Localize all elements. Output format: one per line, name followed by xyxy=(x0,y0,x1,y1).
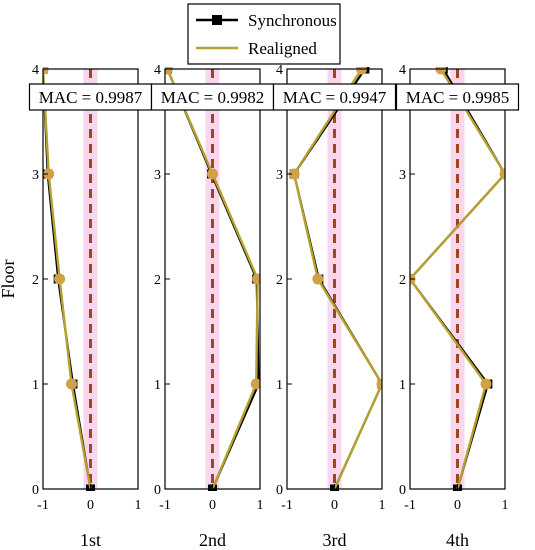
mac-label: MAC = 0.9987 xyxy=(39,88,143,107)
realigned-marker xyxy=(250,378,260,390)
legend-label-2: Realigned xyxy=(248,39,317,58)
y-tick-label: 4 xyxy=(399,63,406,78)
y-tick-label: 4 xyxy=(276,63,283,78)
panel-xlabel: 1st xyxy=(80,530,101,550)
y-tick-label: 3 xyxy=(32,168,39,183)
x-tick-label: 0 xyxy=(87,498,94,513)
panel-xlabel: 4th xyxy=(446,530,469,550)
mac-label: MAC = 0.9947 xyxy=(283,88,387,107)
y-tick-label: 0 xyxy=(32,483,39,498)
y-tick-label: 0 xyxy=(276,483,283,498)
realigned-marker xyxy=(312,273,324,285)
y-tick-label: 0 xyxy=(154,483,161,498)
y-tick-label: 0 xyxy=(399,483,406,498)
mac-box xyxy=(272,83,397,111)
x-tick-label: 0 xyxy=(331,498,338,513)
y-tick-label: 1 xyxy=(32,378,39,393)
x-tick-label: -1 xyxy=(281,498,293,513)
y-tick-label: 4 xyxy=(32,63,39,78)
y-tick-label: 3 xyxy=(276,168,283,183)
panel-xlabel: 3rd xyxy=(323,530,347,550)
legend: Synchronous Realigned xyxy=(187,3,341,65)
y-tick-label: 3 xyxy=(154,168,161,183)
mac-box xyxy=(395,83,520,111)
x-tick-label: 0 xyxy=(209,498,216,513)
panel-xlabel: 2nd xyxy=(199,530,226,550)
y-tick-label: 3 xyxy=(399,168,406,183)
legend-label-1: Synchronous xyxy=(248,11,337,30)
y-tick-label: 4 xyxy=(154,63,161,78)
x-tick-label: 0 xyxy=(454,498,461,513)
mac-label: MAC = 0.9985 xyxy=(406,88,510,107)
realigned-marker xyxy=(54,273,66,285)
x-tick-label: 1 xyxy=(502,498,509,513)
mac-box xyxy=(150,83,275,111)
x-tick-label: 1 xyxy=(135,498,142,513)
legend-box xyxy=(187,3,341,65)
realigned-line xyxy=(410,68,505,490)
x-tick-label: -1 xyxy=(159,498,171,513)
realigned-marker xyxy=(288,168,300,180)
y-tick-label: 1 xyxy=(399,378,406,393)
realigned-marker xyxy=(43,168,55,180)
y-tick-label: 2 xyxy=(32,273,39,288)
x-tick-label: -1 xyxy=(404,498,416,513)
realigned-marker xyxy=(66,378,77,390)
synchronous-line xyxy=(43,68,92,490)
x-tick-label: 1 xyxy=(257,498,264,513)
y-tick-label: 2 xyxy=(276,273,283,288)
mac-label: MAC = 0.9982 xyxy=(161,88,265,107)
y-axis-label: Floor xyxy=(0,259,18,298)
x-tick-label: -1 xyxy=(37,498,49,513)
y-tick-label: 2 xyxy=(399,273,406,288)
realigned-marker xyxy=(207,168,218,180)
legend-marker xyxy=(212,15,222,25)
y-tick-label: 1 xyxy=(276,378,283,393)
realigned-marker xyxy=(480,378,492,390)
x-tick-label: 1 xyxy=(379,498,386,513)
realigned-marker xyxy=(499,168,505,180)
mac-box xyxy=(28,83,153,111)
realigned-line xyxy=(43,68,92,490)
y-tick-label: 1 xyxy=(154,378,161,393)
realigned-marker xyxy=(252,273,260,285)
y-tick-label: 2 xyxy=(154,273,161,288)
realigned-marker xyxy=(376,378,382,390)
